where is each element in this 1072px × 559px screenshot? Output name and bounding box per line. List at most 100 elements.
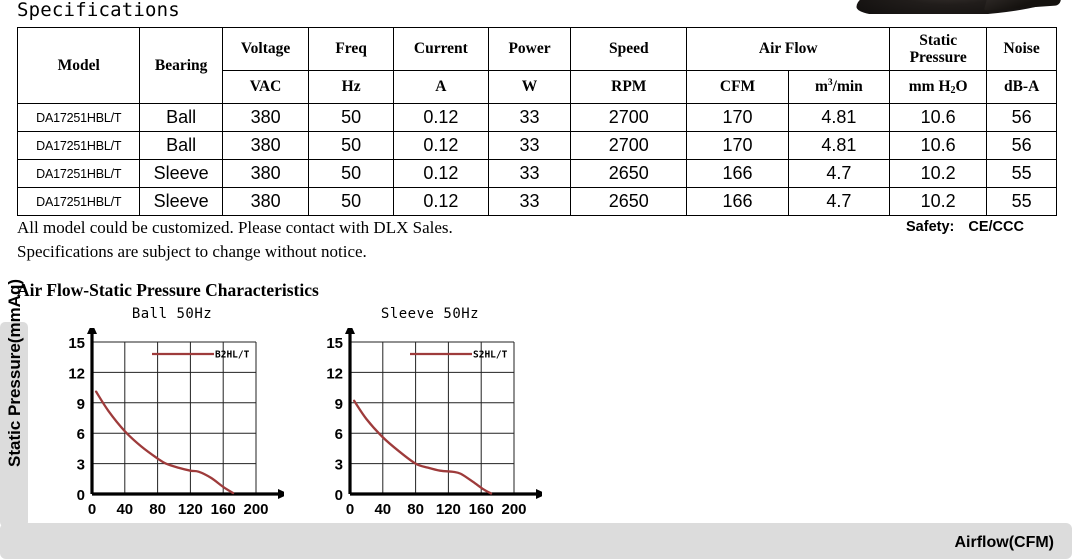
y-tick-label: 9 — [77, 396, 85, 413]
cell-model: DA17251HBL/T — [16, 187, 141, 216]
cell-current: 0.12 — [392, 187, 489, 216]
y-tick-label: 15 — [326, 335, 343, 352]
cell-voltage: 380 — [221, 159, 310, 188]
chart-plot: S2HL/T 0 3 6 9 12 15 0 40 80 120 160 200 — [326, 328, 542, 518]
cell-bearing: Ball — [139, 103, 223, 132]
x-tick-label: 160 — [469, 501, 494, 518]
cell-freq: 50 — [308, 103, 394, 132]
cell-cfm: 170 — [686, 103, 789, 132]
cell-bearing: Sleeve — [139, 187, 223, 216]
cell-noise: 55 — [986, 187, 1057, 216]
charts-section-heading: Air Flow-Static Pressure Characteristics — [17, 280, 319, 300]
chart-ball-50hz: Ball 50Hz B2HL/T 0 3 6 9 12 15 0 40 80 120 160 200 — [60, 306, 284, 524]
cell-freq: 50 — [308, 187, 394, 216]
cell-m3min: 4.81 — [787, 103, 891, 132]
y-tick-label: 15 — [68, 335, 85, 352]
cell-power: 33 — [487, 131, 572, 160]
cell-model: DA17251HBL/T — [16, 159, 141, 188]
chart-title-ball: Ball 50Hz — [131, 306, 213, 322]
safety-certification: Safety: CE/CCC — [906, 219, 1024, 235]
column-header-bearing: Bearing — [139, 27, 223, 104]
y-tick-label: 0 — [335, 487, 343, 504]
data-series-line — [94, 390, 235, 495]
x-axis-caption: Airflow(CFM) — [954, 534, 1054, 551]
table-header-row: Model Bearing Voltage Freq Current Power… — [16, 27, 1057, 104]
table-row: DA17251HBL/T Sleeve 380 50 0.12 33 2650 166 4.7 1… — [16, 187, 1057, 216]
specifications-table-body: DA17251HBL/T Ball 380 50 0.12 33 2700 170 4.81 10… — [16, 103, 1057, 216]
x-tick-label: 200 — [243, 501, 268, 518]
y-tick-label: 6 — [335, 426, 343, 443]
fan-blade-shape — [854, 0, 1064, 14]
x-tick-label: 0 — [88, 501, 96, 518]
column-header-current: Current — [392, 27, 489, 71]
table-unit-row: VAC Hz A W RPM CFM m3/min mm H2O dB-A — [18, 70, 1057, 104]
cell-noise: 56 — [986, 131, 1057, 160]
y-tick-label: 6 — [77, 426, 85, 443]
column-header-voltage: Voltage — [221, 27, 310, 71]
x-axis-caption-band: Airflow(CFM) — [0, 523, 1072, 559]
cell-current: 0.12 — [392, 131, 489, 160]
x-tick-label: 40 — [116, 501, 133, 518]
chart-canvas-ball: B2HL/T 0 3 6 9 12 15 0 40 80 120 160 200 — [60, 328, 284, 524]
y-tick-label: 3 — [335, 457, 343, 474]
cell-current: 0.12 — [392, 159, 489, 188]
x-tick-label: 40 — [374, 501, 391, 518]
cell-static-pressure: 10.6 — [889, 131, 988, 160]
note-line-1: All model could be customized. Please co… — [17, 218, 453, 237]
cell-cfm: 166 — [686, 159, 789, 188]
x-tick-label: 200 — [501, 501, 526, 518]
cell-power: 33 — [487, 103, 572, 132]
cell-freq: 50 — [308, 159, 394, 188]
x-axis-arrow — [278, 489, 284, 499]
y-tick-label: 9 — [335, 396, 343, 413]
unit-current: A — [392, 70, 489, 104]
cell-bearing: Ball — [139, 131, 223, 160]
cell-model: DA17251HBL/T — [16, 131, 141, 160]
cell-model: DA17251HBL/T — [16, 103, 141, 132]
column-header-static-pressure: Static Pressure — [889, 27, 988, 71]
cell-speed: 2700 — [570, 103, 688, 132]
cell-static-pressure: 10.6 — [889, 103, 988, 132]
cell-m3min: 4.7 — [787, 187, 891, 216]
y-tick-label: 0 — [77, 487, 85, 504]
y-tick-label: 12 — [68, 365, 85, 382]
safety-value: CE/CCC — [968, 219, 1024, 235]
unit-power: W — [487, 70, 572, 104]
x-tick-label: 80 — [407, 501, 424, 518]
cell-current: 0.12 — [392, 103, 489, 132]
notes-block: All model could be customized. Please co… — [17, 216, 453, 264]
column-header-airflow: Air Flow — [686, 27, 891, 71]
cell-voltage: 380 — [221, 131, 310, 160]
column-header-speed: Speed — [570, 27, 688, 71]
cell-freq: 50 — [308, 131, 394, 160]
table-row: DA17251HBL/T Sleeve 380 50 0.12 33 2650 166 4.7 1… — [16, 159, 1057, 188]
x-tick-label: 160 — [211, 501, 236, 518]
safety-label: Safety: — [906, 219, 955, 235]
cell-static-pressure: 10.2 — [889, 187, 988, 216]
unit-cfm: CFM — [686, 70, 789, 104]
unit-noise: dB-A — [986, 70, 1057, 104]
legend-label: S2HL/T — [473, 350, 508, 361]
cell-power: 33 — [487, 187, 572, 216]
note-line-2: Specifications are subject to change wit… — [17, 242, 367, 262]
x-axis-arrow — [536, 489, 542, 499]
column-header-power: Power — [487, 27, 572, 71]
column-header-model: Model — [16, 27, 141, 104]
specifications-table: Model Bearing Voltage Freq Current Power… — [16, 27, 1057, 216]
cell-m3min: 4.81 — [787, 131, 891, 160]
unit-m3min: m3/min — [787, 70, 891, 104]
cell-static-pressure: 10.2 — [889, 159, 988, 188]
cell-speed: 2650 — [570, 187, 688, 216]
x-tick-label: 120 — [436, 501, 461, 518]
cell-speed: 2650 — [570, 159, 688, 188]
cell-speed: 2700 — [570, 131, 688, 160]
y-tick-label: 3 — [77, 457, 85, 474]
data-series-line — [352, 399, 493, 495]
cell-noise: 56 — [986, 103, 1057, 132]
y-axis-caption: Static Pressure(mmAq) — [5, 278, 24, 467]
y-tick-label: 12 — [326, 365, 343, 382]
page-title: Specifications — [17, 0, 180, 21]
product-photo — [848, 0, 1072, 14]
chart-sleeve-50hz: Sleeve 50Hz S2HL/T 0 3 6 9 12 15 0 40 80 120 160 200 — [318, 306, 542, 524]
x-tick-label: 80 — [149, 501, 166, 518]
